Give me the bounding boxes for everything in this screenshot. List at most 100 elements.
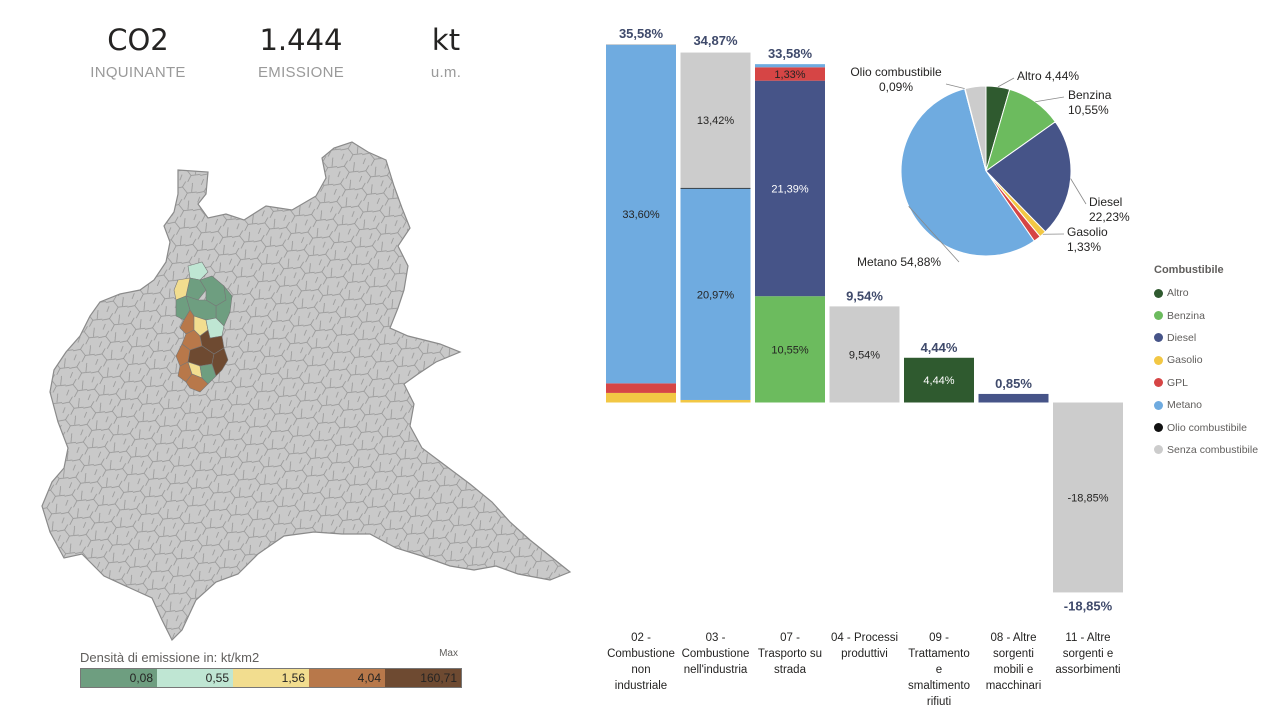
- segment-label: 4,44%: [923, 375, 954, 387]
- pie-leader-line: [1071, 179, 1086, 204]
- fuel-legend-item[interactable]: Metano: [1154, 394, 1280, 416]
- map-legend-bin-4[interactable]: 4,04: [309, 669, 385, 687]
- fuel-legend-item[interactable]: Senza combustibile: [1154, 439, 1280, 461]
- fuel-legend-item[interactable]: Gasolio: [1154, 349, 1280, 371]
- legend-marker: [1154, 445, 1163, 454]
- bar-segment[interactable]: [979, 394, 1049, 403]
- map-legend-bin-5[interactable]: 160,71: [385, 669, 461, 687]
- legend-marker: [1154, 289, 1163, 298]
- map-legend-bin-2[interactable]: 0,55: [157, 669, 233, 687]
- fuel-legend-label: Olio combustibile: [1167, 422, 1247, 434]
- bar-total-label: 9,54%: [846, 288, 883, 303]
- bar-column[interactable]: 33,60%35,58%02 -Combustionenonindustrial…: [606, 26, 676, 692]
- bar-column[interactable]: 4,44%4,44%09 -Trattamentoesmaltimentorif…: [904, 340, 974, 708]
- bar-segment[interactable]: [606, 383, 676, 393]
- pie-label: 1,33%: [1067, 240, 1101, 254]
- map-legend-max-label: Max: [439, 648, 458, 659]
- category-label: industriale: [615, 680, 667, 692]
- pie-label: 0,09%: [879, 80, 913, 94]
- bar-total-label: -18,85%: [1064, 598, 1113, 613]
- map-legend-bin-3[interactable]: 1,56: [233, 669, 309, 687]
- fuel-legend-label: Diesel: [1167, 332, 1196, 344]
- category-label: sorgenti e: [1063, 648, 1114, 660]
- kpi-unit-label: u.m.: [371, 64, 521, 81]
- bar-total-label: 4,44%: [921, 340, 958, 355]
- category-label: 09 -: [929, 632, 949, 644]
- fuel-legend-label: Metano: [1167, 399, 1202, 411]
- bar-segment[interactable]: [606, 393, 676, 403]
- fuel-legend-label: Benzina: [1167, 310, 1205, 322]
- fuel-legend-label: Gasolio: [1167, 354, 1203, 366]
- bar-total-label: 0,85%: [995, 376, 1032, 391]
- fuel-legend-item[interactable]: Diesel: [1154, 327, 1280, 349]
- legend-marker: [1154, 401, 1163, 410]
- bar-column[interactable]: -18,85% -18,85% 11 - Altre sorgenti e assorb…: [1053, 403, 1123, 677]
- legend-marker: [1154, 311, 1163, 320]
- segment-label: 10,55%: [771, 344, 809, 356]
- kpi-pollutant: CO2 INQUINANTE: [63, 22, 213, 81]
- fuel-legend-item[interactable]: Benzina: [1154, 304, 1280, 326]
- category-label: nell'industria: [684, 664, 748, 676]
- segment-label: 9,54%: [849, 349, 880, 361]
- segment-label: 13,42%: [697, 115, 735, 127]
- bar-segment[interactable]: [606, 44, 676, 45]
- category-label: produttivi: [841, 648, 888, 660]
- fuel-legend-label: Altro: [1167, 287, 1189, 299]
- bar-segment[interactable]: [755, 64, 825, 67]
- kpi-emission: 1.444 EMISSIONE: [226, 22, 376, 81]
- category-label: assorbimenti: [1055, 664, 1120, 676]
- kpi-emission-label: EMISSIONE: [226, 64, 376, 81]
- bar-total-label: 33,58%: [768, 46, 813, 61]
- fuel-pie[interactable]: Altro 4,44%Benzina10,55%Diesel22,23%Gaso…: [850, 65, 1130, 269]
- fuel-legend-label: Senza combustibile: [1167, 444, 1258, 456]
- kpi-unit: kt u.m.: [371, 22, 521, 81]
- category-label: non: [631, 664, 650, 676]
- category-label: sorgenti: [993, 648, 1034, 660]
- pie-label: 10,55%: [1068, 103, 1109, 117]
- segment-label: -18,85%: [1068, 492, 1109, 504]
- category-label: smaltimento: [908, 680, 970, 692]
- category-label: 07 -: [780, 632, 800, 644]
- map-legend-bins: 0,08 0,55 1,56 4,04 160,71: [80, 668, 462, 688]
- bar-segment[interactable]: [681, 400, 751, 403]
- fuel-legend: Combustibile Altro Benzina Diesel Gasolio GP…: [1154, 264, 1280, 461]
- legend-marker: [1154, 333, 1163, 342]
- pie-label: Gasolio: [1067, 225, 1108, 239]
- kpi-unit-value: kt: [371, 22, 521, 58]
- fuel-legend-label: GPL: [1167, 377, 1188, 389]
- bar-column[interactable]: 9,54% 9,54% 04 - Processi produttivi: [830, 288, 900, 660]
- pie-leader-line: [998, 78, 1014, 87]
- category-label: 04 - Processi: [831, 632, 898, 644]
- fuel-legend-title: Combustibile: [1154, 264, 1280, 276]
- category-label: macchinari: [986, 680, 1042, 692]
- map-legend-title: Densità di emissione in: kt/km2: [80, 650, 259, 665]
- segment-label: 1,33%: [774, 69, 805, 81]
- category-label: e: [936, 664, 942, 676]
- kpi-emission-value: 1.444: [226, 22, 376, 58]
- map-svg[interactable]: [30, 130, 590, 650]
- segment-label: 33,60%: [622, 209, 660, 221]
- legend-marker: [1154, 356, 1163, 365]
- emission-density-map[interactable]: [30, 130, 590, 650]
- fuel-legend-item[interactable]: Olio combustibile: [1154, 416, 1280, 438]
- category-label: rifiuti: [927, 696, 951, 708]
- bar-total-label: 34,87%: [693, 33, 738, 48]
- legend-marker: [1154, 378, 1163, 387]
- bar-column[interactable]: 20,97%13,42%34,87%03 -Combustionenell'in…: [681, 33, 751, 676]
- pie-leader-line: [1035, 97, 1064, 102]
- bar-column[interactable]: 10,55%21,39%1,33%33,58%07 -Trasporto sus…: [755, 46, 825, 676]
- fuel-legend-item[interactable]: Altro: [1154, 282, 1280, 304]
- bar-segment[interactable]: [681, 188, 751, 189]
- map-legend-bin-1[interactable]: 0,08: [81, 669, 157, 687]
- category-label: 11 - Altre: [1065, 632, 1110, 644]
- pie-label: 22,23%: [1089, 210, 1130, 224]
- kpi-pollutant-value: CO2: [63, 22, 213, 58]
- pie-label: Olio combustibile: [850, 65, 942, 79]
- fuel-legend-item[interactable]: GPL: [1154, 372, 1280, 394]
- category-label: Combustione: [607, 648, 675, 660]
- category-label: 02 -: [631, 632, 651, 644]
- kpi-pollutant-label: INQUINANTE: [63, 64, 213, 81]
- pie-leader-line: [946, 84, 965, 89]
- pie-label: Metano 54,88%: [857, 255, 941, 269]
